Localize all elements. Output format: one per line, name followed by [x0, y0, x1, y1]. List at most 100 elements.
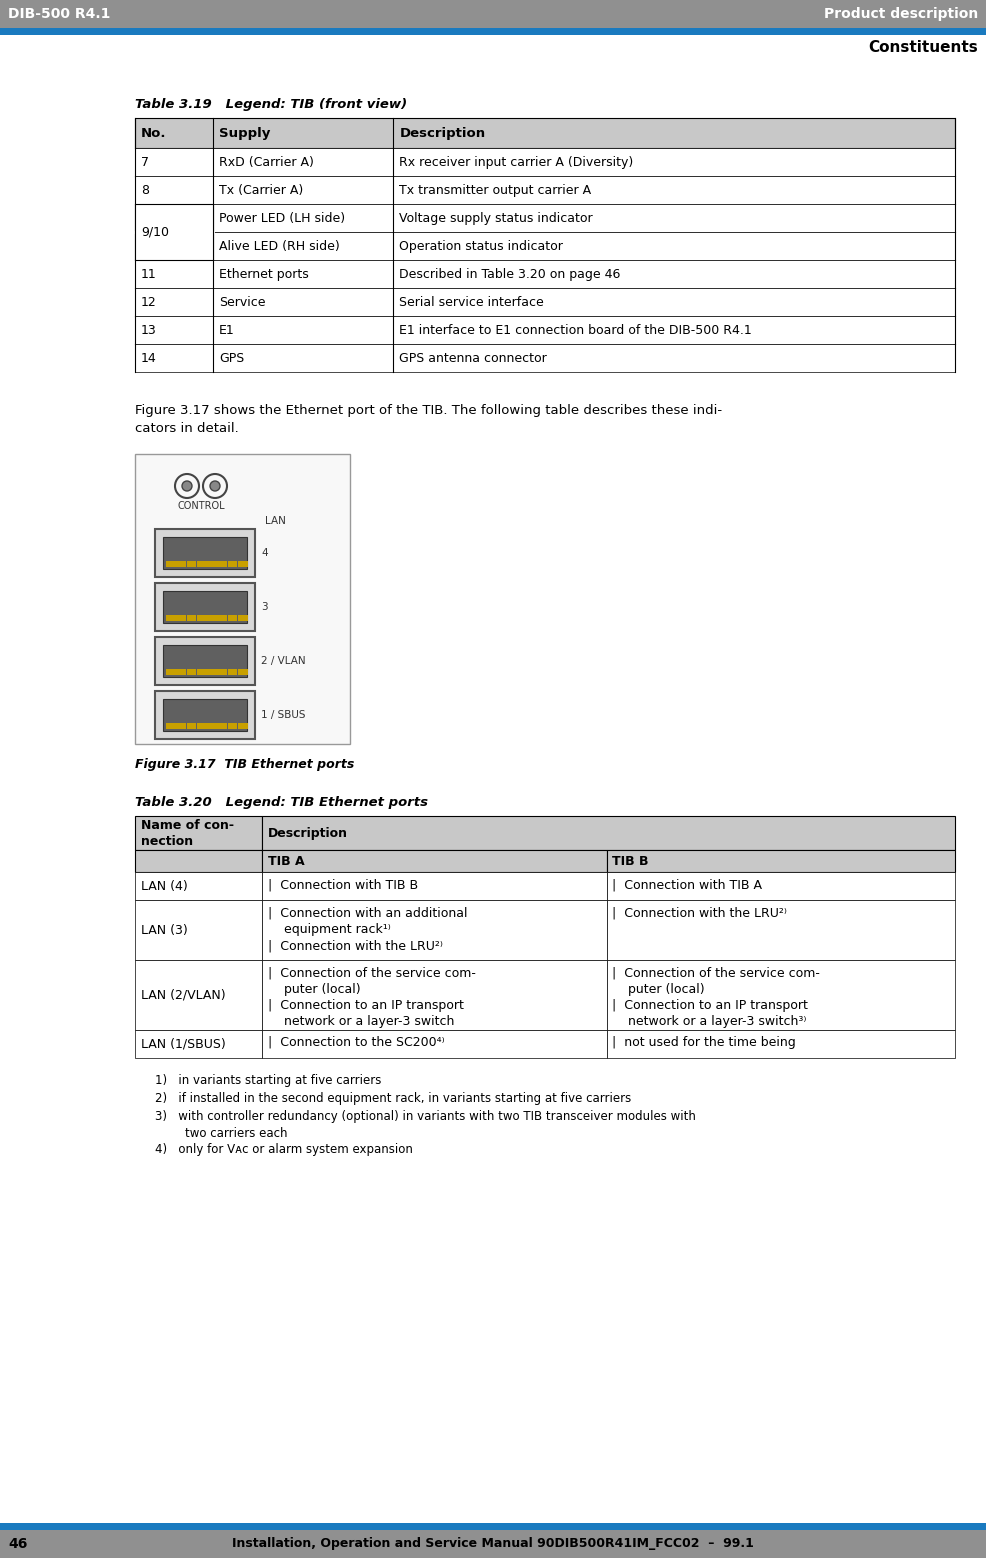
Bar — [262, 901, 606, 960]
Text: Alive LED (RH side): Alive LED (RH side) — [219, 240, 339, 252]
Text: 7: 7 — [141, 156, 149, 168]
Text: 2)   if installed in the second equipment rack, in variants starting at five car: 2) if installed in the second equipment … — [155, 1092, 631, 1105]
Bar — [135, 148, 955, 176]
Text: Installation, Operation and Service Manual 90DIB500R41IM_FCC02  –  99.1: Installation, Operation and Service Manu… — [232, 1538, 754, 1550]
Bar — [197, 561, 206, 567]
Text: Voltage supply status indicator: Voltage supply status indicator — [399, 212, 593, 224]
Bar — [135, 901, 262, 960]
Text: LAN (3): LAN (3) — [141, 924, 187, 936]
Bar — [238, 723, 247, 729]
Bar — [176, 668, 186, 675]
Bar — [176, 723, 186, 729]
Bar — [155, 637, 255, 686]
Text: Description: Description — [268, 826, 348, 840]
Text: TIB B: TIB B — [612, 854, 649, 868]
Text: LAN: LAN — [265, 516, 286, 527]
Text: 12: 12 — [141, 296, 157, 308]
Bar — [135, 204, 955, 232]
Bar — [186, 561, 196, 567]
Bar — [197, 723, 206, 729]
Bar — [135, 204, 213, 260]
Bar — [262, 872, 606, 901]
Bar — [135, 260, 955, 288]
Bar — [228, 615, 238, 622]
Text: GPS: GPS — [219, 352, 245, 365]
Bar — [228, 561, 238, 567]
Bar — [135, 851, 262, 872]
Text: Described in Table 3.20 on page 46: Described in Table 3.20 on page 46 — [399, 268, 620, 280]
Bar — [0, 0, 986, 28]
Bar — [176, 615, 186, 622]
Bar — [163, 538, 247, 569]
Text: Serial service interface: Serial service interface — [399, 296, 544, 308]
Text: |  Connection to the SC200⁴⁾: | Connection to the SC200⁴⁾ — [268, 1036, 445, 1049]
Text: Service: Service — [219, 296, 265, 308]
Text: 46: 46 — [8, 1538, 28, 1552]
Text: 13: 13 — [141, 324, 157, 337]
Text: Rx receiver input carrier A (Diversity): Rx receiver input carrier A (Diversity) — [399, 156, 634, 168]
Text: 1 / SBUS: 1 / SBUS — [261, 710, 306, 720]
Circle shape — [210, 481, 220, 491]
Bar — [217, 723, 227, 729]
Text: TIB A: TIB A — [268, 854, 305, 868]
Bar — [166, 561, 176, 567]
Bar — [135, 1030, 262, 1058]
Bar — [166, 723, 176, 729]
Text: 11: 11 — [141, 268, 157, 280]
Bar — [163, 645, 247, 678]
Bar — [238, 615, 247, 622]
Bar — [606, 851, 955, 872]
Bar — [135, 816, 262, 851]
Text: No.: No. — [141, 126, 167, 140]
Text: |  not used for the time being: | not used for the time being — [612, 1036, 797, 1049]
Text: Tx transmitter output carrier A: Tx transmitter output carrier A — [399, 184, 592, 196]
Bar — [207, 615, 217, 622]
Text: RxD (Carrier A): RxD (Carrier A) — [219, 156, 314, 168]
Bar — [135, 960, 262, 1030]
Text: 14: 14 — [141, 352, 157, 365]
Text: |  Connection with TIB A: | Connection with TIB A — [612, 879, 762, 891]
Bar — [186, 723, 196, 729]
Text: 9/10: 9/10 — [141, 212, 169, 224]
Text: E1 interface to E1 connection board of the DIB-500 R4.1: E1 interface to E1 connection board of t… — [399, 324, 752, 337]
Text: 8: 8 — [141, 184, 149, 196]
Bar — [135, 316, 955, 344]
Text: Tx (Carrier A): Tx (Carrier A) — [219, 184, 303, 196]
Text: Description: Description — [399, 126, 485, 140]
Text: Name of con-
nection: Name of con- nection — [141, 818, 234, 848]
Bar — [176, 561, 186, 567]
Text: |  Connection with an additional
    equipment rack¹⁾
|  Connection with the LRU: | Connection with an additional equipmen… — [268, 907, 467, 952]
Bar — [606, 872, 955, 901]
Bar — [135, 232, 955, 260]
Bar — [135, 176, 955, 204]
Text: 1)   in variants starting at five carriers: 1) in variants starting at five carriers — [155, 1073, 382, 1087]
Bar — [217, 615, 227, 622]
Bar — [207, 723, 217, 729]
Bar — [262, 1030, 606, 1058]
Bar — [606, 960, 955, 1030]
Bar — [238, 561, 247, 567]
Text: LAN (2/VLAN): LAN (2/VLAN) — [141, 988, 226, 1002]
Bar — [0, 1524, 986, 1530]
Bar — [228, 668, 238, 675]
Bar — [217, 668, 227, 675]
Bar — [166, 615, 176, 622]
Bar — [135, 453, 350, 745]
Bar — [262, 851, 606, 872]
Bar — [135, 118, 955, 148]
Text: Power LED (LH side): Power LED (LH side) — [219, 212, 345, 224]
Text: LAN (4): LAN (4) — [141, 880, 187, 893]
Bar — [207, 668, 217, 675]
Text: Table 3.19   Legend: TIB (front view): Table 3.19 Legend: TIB (front view) — [135, 98, 407, 111]
Text: 3)   with controller redundancy (optional) in variants with two TIB transceiver : 3) with controller redundancy (optional)… — [155, 1109, 696, 1140]
Text: 2 / VLAN: 2 / VLAN — [261, 656, 306, 665]
Text: cators in detail.: cators in detail. — [135, 422, 239, 435]
Bar — [135, 344, 955, 372]
Bar — [238, 668, 247, 675]
Bar — [155, 583, 255, 631]
Bar — [186, 668, 196, 675]
Bar — [217, 561, 227, 567]
Bar — [135, 872, 262, 901]
Bar — [0, 28, 986, 34]
Text: |  Connection of the service com-
    puter (local)
|  Connection to an IP trans: | Connection of the service com- puter (… — [612, 966, 820, 1028]
